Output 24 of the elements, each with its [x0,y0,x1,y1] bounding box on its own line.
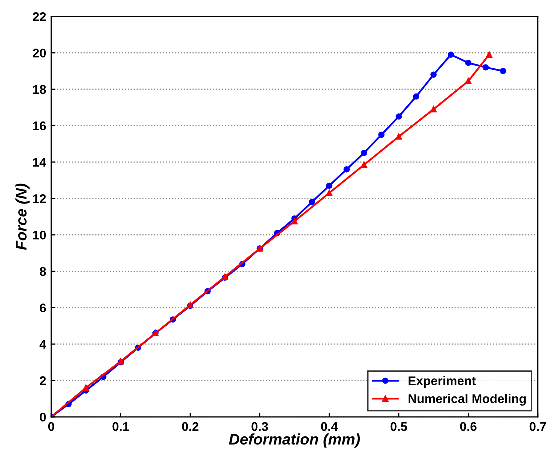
x-tick-label: 0.7 [530,422,546,432]
y-tick-label: 6 [40,304,46,313]
legend-label: Numerical Modeling [408,394,526,406]
y-tick-label: 4 [40,340,46,349]
y-tick-label: 0 [40,412,46,422]
y-tick-label: 2 [40,376,46,386]
y-tick-label: 14 [33,158,46,167]
y-tick-label: 8 [40,267,46,276]
x-tick-label: 0.5 [390,422,408,432]
y-tick-label: 12 [33,194,46,204]
y-tick-label: 22 [33,12,46,22]
legend-label: Experiment [408,376,476,388]
y-tick-label: 18 [33,85,46,94]
y-axis-title: Force (N) [16,184,30,250]
x-tick-label: 0.2 [182,422,199,432]
x-axis-title: Deformation (mm) [229,434,360,448]
y-tick-label: 16 [33,122,46,131]
y-tick-label: 20 [33,48,46,58]
x-tick-label: 0 [48,422,54,432]
y-tick-label: 10 [33,230,46,240]
x-tick-label: 0.4 [321,422,338,432]
x-tick-label: 0.3 [252,422,268,432]
x-tick-label: 0.6 [460,422,477,432]
x-tick-label: 0.1 [112,422,130,432]
